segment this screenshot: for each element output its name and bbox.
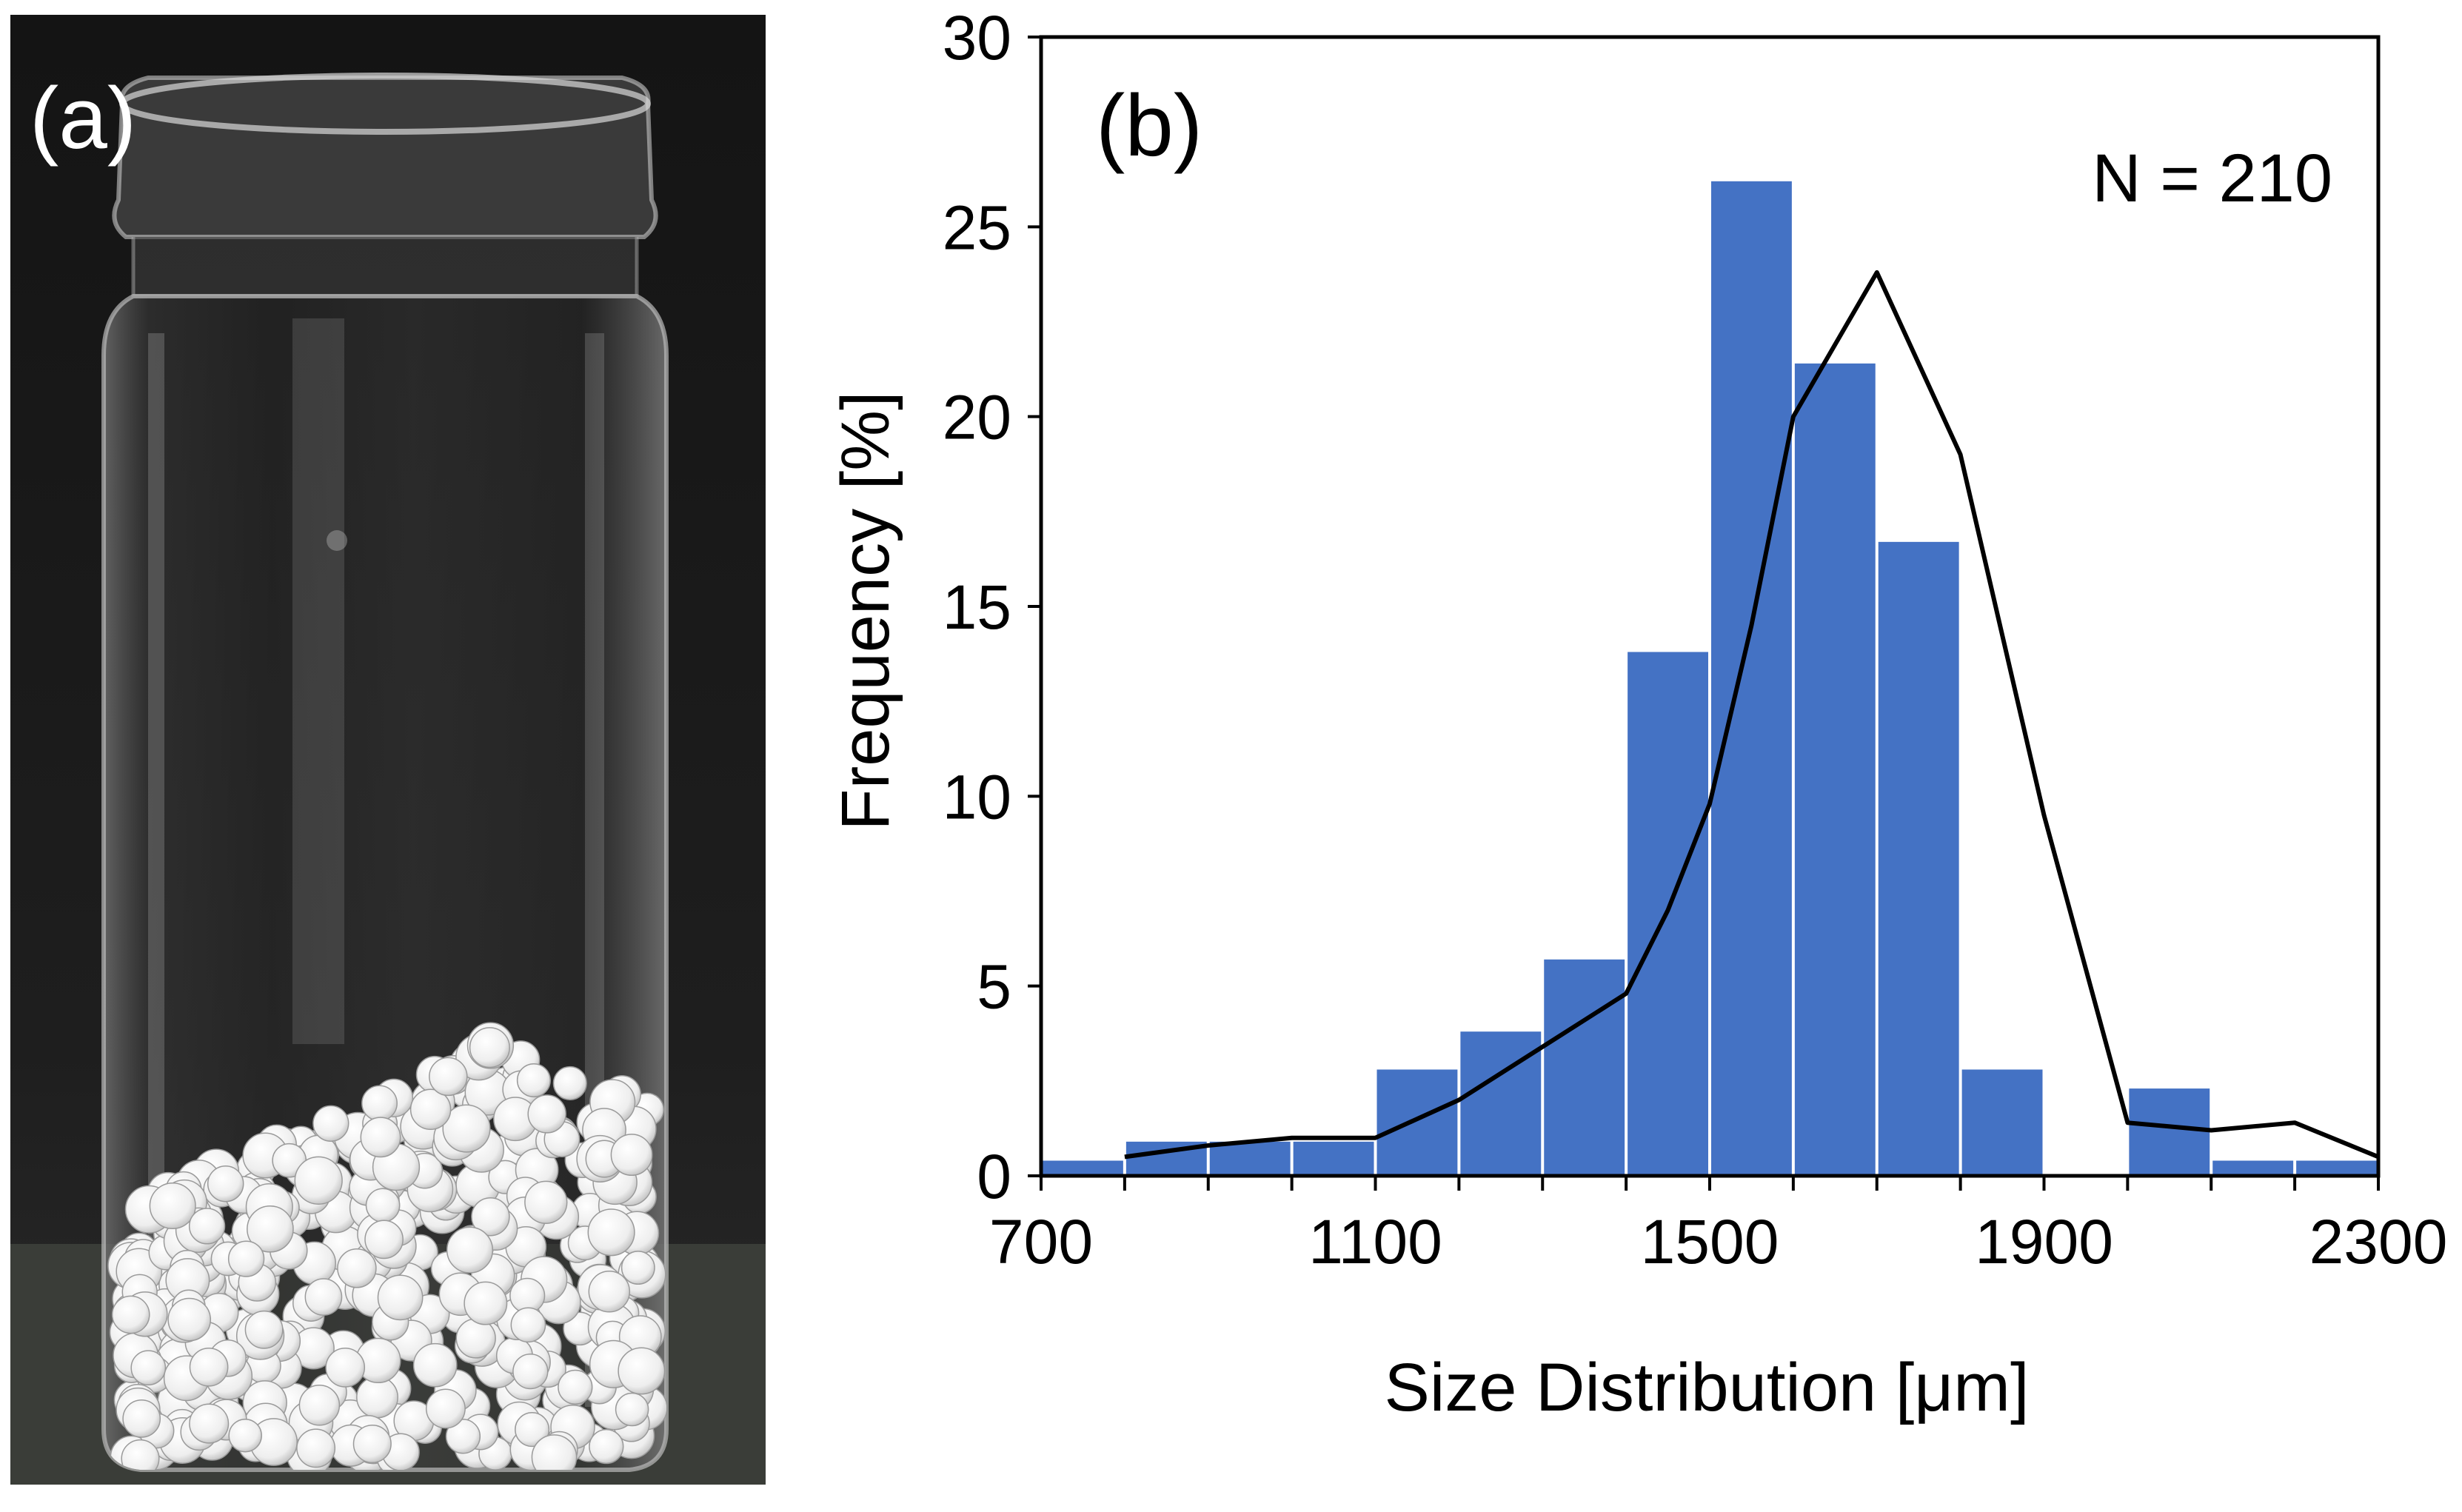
pellet: [558, 1369, 593, 1405]
pellet: [515, 1412, 550, 1448]
pellet: [337, 1248, 377, 1288]
y-tick-label: 5: [977, 952, 1011, 1022]
histogram-bar: [1878, 541, 1959, 1176]
y-tick-label: 0: [977, 1142, 1011, 1211]
pellet: [589, 1428, 624, 1465]
x-tick-label: 700: [989, 1207, 1093, 1277]
chart-panel: 0 5 10 15 20 25 30 700 1100 1500 1900 2300 (b) N =…: [770, 0, 2462, 1508]
pellet: [188, 1208, 226, 1245]
panel-a-label: (a): [30, 70, 136, 167]
histogram-bar: [1961, 1069, 2043, 1176]
y-tick-label: 15: [943, 572, 1011, 642]
pellet: [149, 1182, 196, 1230]
x-axis-label: Size Distribution [μm]: [1384, 1350, 2029, 1425]
y-axis-label: Frequency [%]: [828, 391, 903, 830]
x-tick-label: 2300: [2309, 1207, 2448, 1277]
sample-size-annotation: N = 210: [2092, 141, 2332, 216]
histogram-chart: 0 5 10 15 20 25 30 700 1100 1500 1900 2300 (b) N =…: [828, 3, 2448, 1425]
glass-bubble: [327, 530, 347, 551]
histogram-bar: [1794, 363, 1876, 1177]
pellet: [247, 1205, 294, 1253]
pellet: [130, 1350, 167, 1386]
pellet: [471, 1197, 510, 1237]
pellet: [294, 1156, 343, 1205]
pellet: [531, 1434, 578, 1470]
pellet: [469, 1027, 510, 1068]
pellet: [377, 1274, 424, 1321]
histogram-bar: [1293, 1141, 1374, 1176]
pellet: [122, 1399, 161, 1438]
jar-neck: [131, 237, 639, 298]
x-tick-label: 1100: [1308, 1207, 1442, 1277]
pellet: [121, 1439, 160, 1470]
pellet: [588, 1271, 631, 1313]
pellet: [464, 1281, 508, 1325]
glass-highlight-left: [148, 333, 164, 1407]
pellet: [610, 1134, 653, 1177]
jar-photo: (a): [10, 15, 766, 1485]
pellet: [618, 1347, 666, 1395]
pellet: [365, 1188, 401, 1223]
glass-highlight-center: [292, 318, 344, 1044]
y-axis-ticks: 0 5 10 15 20 25 30: [943, 3, 1041, 1211]
y-tick-label: 30: [943, 3, 1011, 73]
pellet: [364, 1220, 404, 1260]
histogram-bar: [1376, 1069, 1458, 1176]
y-tick-label: 20: [943, 383, 1011, 452]
x-tick-label: 1500: [1641, 1207, 1779, 1277]
pellet: [620, 1251, 655, 1285]
pellet: [552, 1066, 587, 1100]
pellet: [207, 1165, 244, 1202]
panel-b-label: (b): [1096, 77, 1202, 175]
x-axis-ticks: 700 1100 1500 1900 2300: [989, 1176, 2448, 1277]
pellet: [425, 1388, 466, 1429]
y-tick-label: 25: [943, 193, 1011, 262]
pellet: [325, 1348, 366, 1388]
pellet: [298, 1385, 341, 1426]
pellet: [516, 1063, 551, 1098]
pellet: [296, 1428, 336, 1468]
pellet: [587, 1208, 635, 1257]
histogram-bar: [1711, 181, 1792, 1176]
fit-line: [1124, 270, 2380, 1160]
histogram-bar: [2212, 1160, 2294, 1176]
pellet: [429, 1057, 468, 1097]
pellet-pile: [107, 1022, 666, 1470]
histogram-bar: [1209, 1141, 1291, 1176]
pellet: [361, 1085, 398, 1122]
pellet: [312, 1105, 349, 1142]
pellet: [360, 1117, 401, 1158]
pellet: [442, 1104, 491, 1153]
pellet: [510, 1307, 546, 1343]
pellet: [189, 1347, 229, 1387]
pellet: [409, 1088, 452, 1131]
y-tick-label: 10: [943, 762, 1011, 832]
pellet: [189, 1403, 230, 1444]
pellet: [527, 1094, 566, 1134]
pellet: [512, 1353, 549, 1390]
photo-panel: (a): [0, 0, 770, 1508]
jar-rim-edge: [119, 73, 651, 135]
histogram-bar: [2296, 1160, 2377, 1176]
pellet: [111, 1295, 150, 1334]
pellet: [446, 1226, 494, 1274]
histogram-bar: [1544, 959, 1625, 1176]
pellet: [227, 1240, 265, 1277]
histogram-bar: [2129, 1088, 2210, 1176]
pellet: [304, 1278, 343, 1316]
pellet: [445, 1419, 481, 1454]
pellet: [524, 1180, 568, 1224]
pellet: [412, 1342, 458, 1388]
pellet: [244, 1310, 284, 1349]
pellet: [228, 1418, 262, 1453]
x-tick-label: 1900: [1975, 1207, 2113, 1277]
pellet: [615, 1392, 649, 1427]
bar-group: [1043, 181, 2377, 1177]
histogram-bar: [1043, 1160, 1123, 1176]
jar-rim: [112, 76, 658, 239]
pellet: [167, 1297, 212, 1342]
pellet: [352, 1424, 392, 1464]
